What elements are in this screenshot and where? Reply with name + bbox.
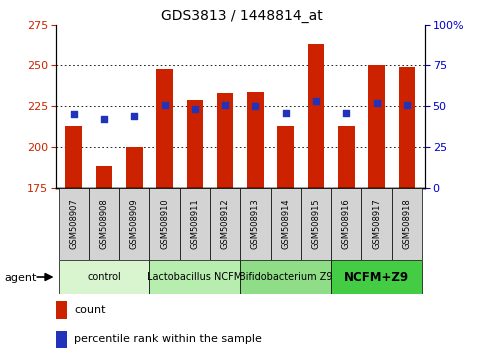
Point xyxy=(373,100,381,106)
Text: Bifidobacterium Z9: Bifidobacterium Z9 xyxy=(239,272,332,282)
Bar xyxy=(149,188,180,260)
Text: GDS3813 / 1448814_at: GDS3813 / 1448814_at xyxy=(161,9,322,23)
Bar xyxy=(96,166,113,188)
Point xyxy=(191,107,199,112)
Text: GSM508910: GSM508910 xyxy=(160,199,169,249)
Bar xyxy=(301,188,331,260)
Point xyxy=(221,102,229,107)
Text: GSM508915: GSM508915 xyxy=(312,199,321,249)
Bar xyxy=(338,126,355,188)
Text: GSM508909: GSM508909 xyxy=(130,199,139,249)
Point xyxy=(403,102,411,107)
Text: GSM508913: GSM508913 xyxy=(251,199,260,249)
Text: GSM508918: GSM508918 xyxy=(402,199,412,249)
Bar xyxy=(247,92,264,188)
Text: percentile rank within the sample: percentile rank within the sample xyxy=(74,335,262,344)
Text: control: control xyxy=(87,272,121,282)
Bar xyxy=(210,188,241,260)
Point xyxy=(70,112,78,117)
Text: NCFM+Z9: NCFM+Z9 xyxy=(344,270,409,284)
Point xyxy=(342,110,350,115)
Bar xyxy=(56,331,67,348)
Point xyxy=(282,110,290,115)
Bar xyxy=(241,260,331,294)
Bar xyxy=(398,67,415,188)
Bar xyxy=(89,188,119,260)
Text: agent: agent xyxy=(5,273,37,283)
Text: GSM508914: GSM508914 xyxy=(281,199,290,249)
Bar xyxy=(126,147,142,188)
Bar xyxy=(308,44,325,188)
Point xyxy=(130,113,138,119)
Point xyxy=(100,116,108,122)
Text: GSM508908: GSM508908 xyxy=(99,199,109,249)
Bar xyxy=(58,188,89,260)
Bar xyxy=(217,93,233,188)
Bar xyxy=(186,100,203,188)
Bar xyxy=(180,188,210,260)
Bar xyxy=(56,302,67,319)
Text: Lactobacillus NCFM: Lactobacillus NCFM xyxy=(147,272,242,282)
Point xyxy=(161,102,169,107)
Bar xyxy=(392,188,422,260)
Point xyxy=(252,103,259,109)
Text: GSM508917: GSM508917 xyxy=(372,199,381,249)
Bar xyxy=(270,188,301,260)
Bar xyxy=(241,188,270,260)
Bar xyxy=(65,126,82,188)
Bar xyxy=(277,126,294,188)
Bar xyxy=(156,69,173,188)
Bar xyxy=(331,188,361,260)
Text: GSM508916: GSM508916 xyxy=(342,199,351,249)
Bar xyxy=(331,260,422,294)
Point xyxy=(312,98,320,104)
Text: count: count xyxy=(74,305,105,315)
Bar xyxy=(361,188,392,260)
Text: GSM508911: GSM508911 xyxy=(190,199,199,249)
Text: GSM508912: GSM508912 xyxy=(221,199,229,249)
Text: GSM508907: GSM508907 xyxy=(69,199,78,249)
Bar xyxy=(58,260,149,294)
Bar xyxy=(368,65,385,188)
Bar xyxy=(119,188,149,260)
Bar xyxy=(149,260,241,294)
